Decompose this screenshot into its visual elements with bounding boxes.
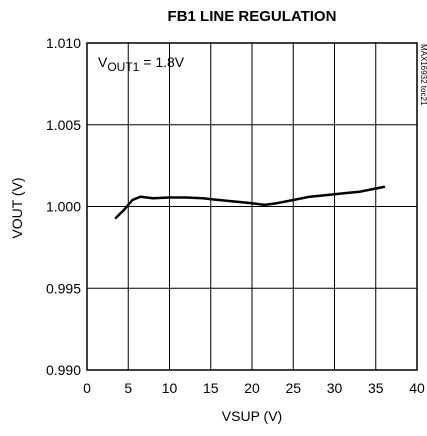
- x-tick-label: 25: [285, 380, 301, 396]
- grid: [87, 43, 417, 370]
- vout-annotation-subscript: OUT1: [107, 60, 139, 74]
- x-tick-label: 40: [409, 380, 425, 396]
- y-tick-label: 1.000: [46, 199, 81, 215]
- plot-frame: [86, 42, 418, 371]
- y-tick-label: 1.005: [46, 117, 81, 133]
- x-tick-label: 20: [244, 380, 260, 396]
- chart-title: FB1 LINE REGULATION: [168, 8, 337, 25]
- x-tick-label: 10: [162, 380, 178, 396]
- series-line: [114, 185, 386, 220]
- x-tick-label: 0: [83, 380, 91, 396]
- vout-annotation-main: V: [98, 54, 108, 70]
- y-tick-label: 1.010: [46, 35, 81, 51]
- vout-annotation: VOUT1 = 1.8V: [98, 54, 185, 74]
- y-tick-label: 0.995: [46, 280, 81, 296]
- y-axis-label: VOUT (V): [9, 177, 25, 238]
- y-tick-label: 0.990: [46, 362, 81, 378]
- tick-labels: 0 5 10 15 20 25 30 35 40 0.990 0.995 1.000 1.005 1.01…: [46, 35, 425, 396]
- figure-id: MAX16932 toc21: [419, 44, 427, 106]
- x-tick-label: 30: [327, 380, 343, 396]
- x-tick-label: 5: [124, 380, 132, 396]
- x-axis-label: VSUP (V): [222, 408, 282, 424]
- vout-annotation-value: = 1.8V: [139, 54, 184, 70]
- x-tick-label: 35: [368, 380, 384, 396]
- x-tick-label: 15: [203, 380, 219, 396]
